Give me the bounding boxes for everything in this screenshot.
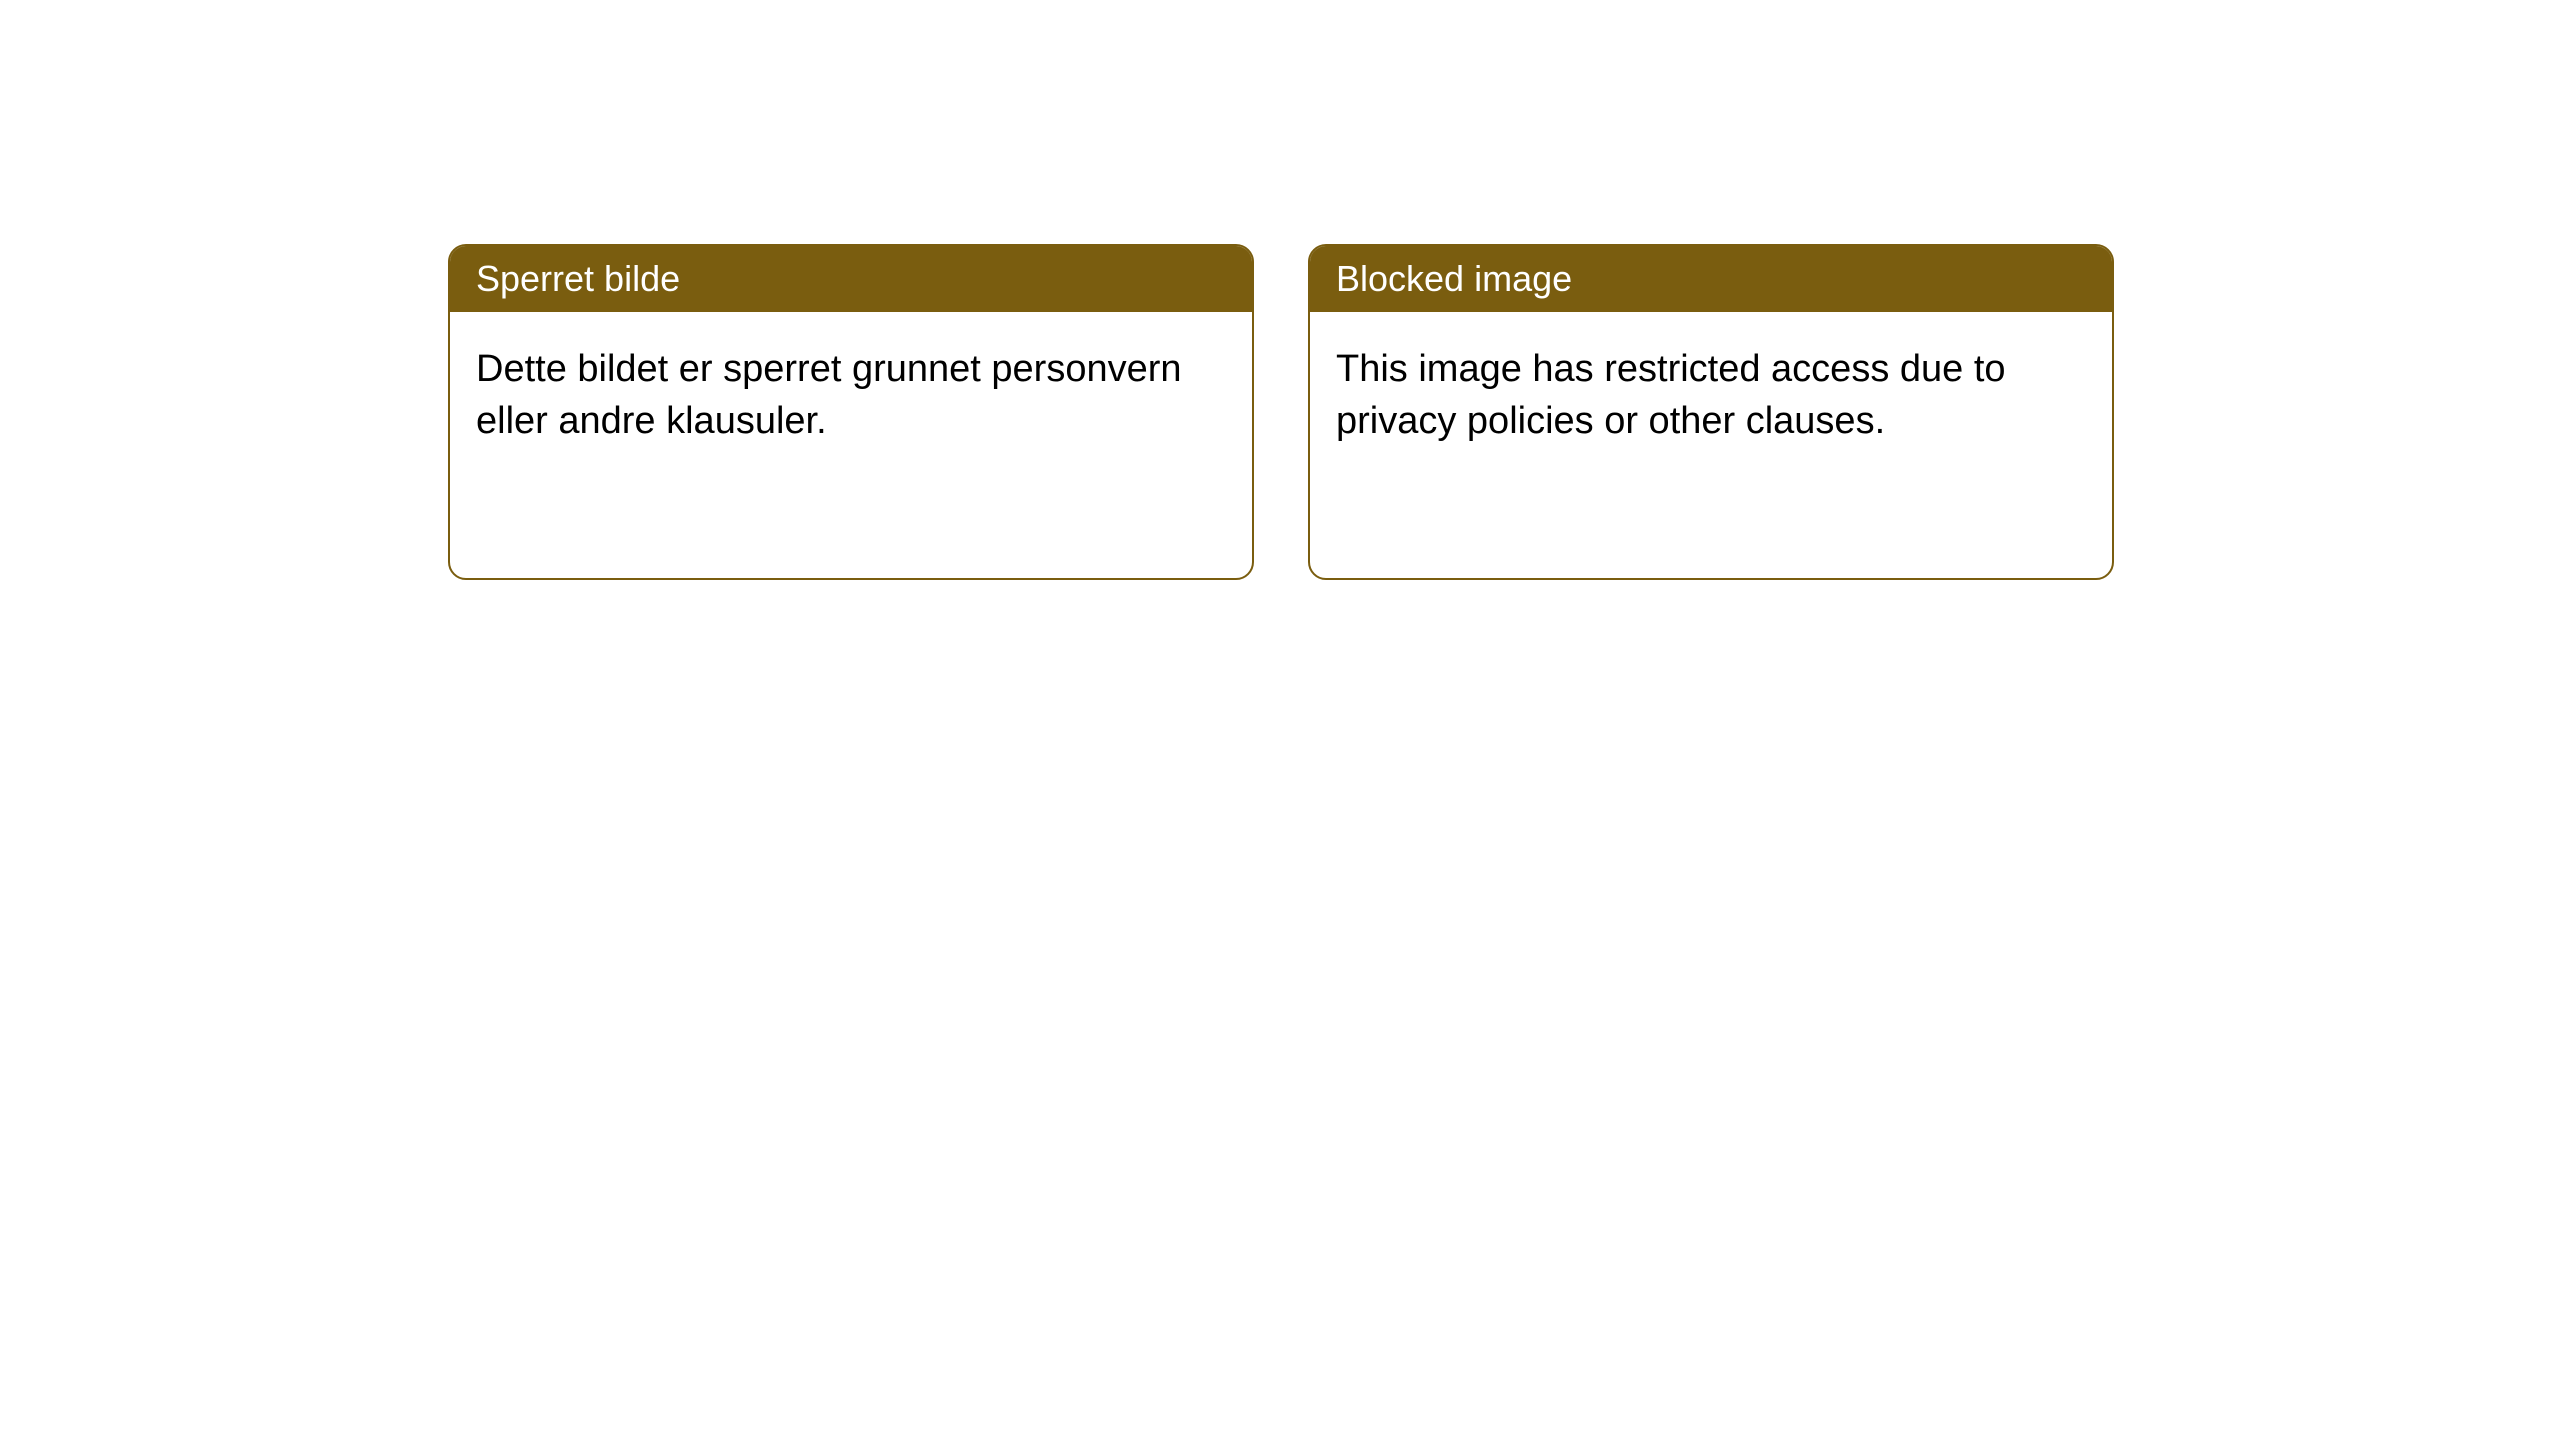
notice-card-english: Blocked image This image has restricted …: [1308, 244, 2114, 580]
notice-body-norwegian: Dette bildet er sperret grunnet personve…: [450, 312, 1252, 479]
notice-card-norwegian: Sperret bilde Dette bildet er sperret gr…: [448, 244, 1254, 580]
notice-header-english: Blocked image: [1310, 246, 2112, 312]
notice-header-norwegian: Sperret bilde: [450, 246, 1252, 312]
notice-body-english: This image has restricted access due to …: [1310, 312, 2112, 479]
notice-container: Sperret bilde Dette bildet er sperret gr…: [448, 244, 2114, 580]
